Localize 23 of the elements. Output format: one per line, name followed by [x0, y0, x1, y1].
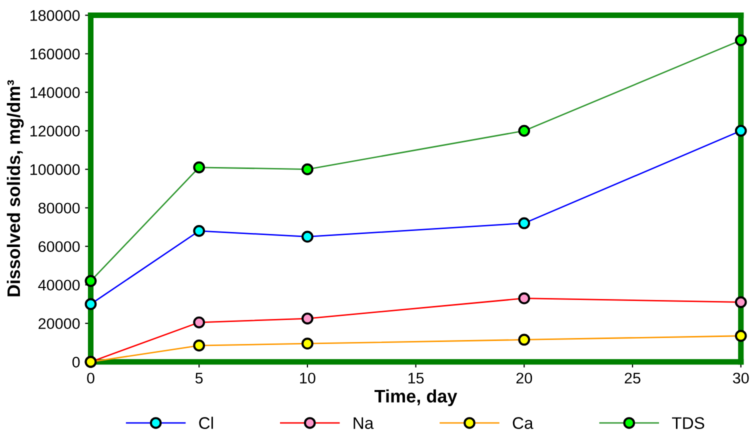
y-tick-label: 180000 — [30, 10, 80, 21]
x-tick-label: 15 — [408, 372, 424, 384]
x-tick-label: 10 — [300, 372, 316, 384]
x-tick-label: 0 — [87, 372, 94, 384]
legend-label: Cl — [199, 416, 213, 429]
y-tick-label: 20000 — [38, 318, 80, 330]
y-tick-label: 40000 — [38, 280, 80, 291]
y-tick-label: 80000 — [38, 202, 80, 214]
x-tick-label: 25 — [624, 372, 640, 384]
legend-label: Ca — [512, 417, 534, 429]
x-axis-title: Time, day — [374, 389, 458, 406]
y-tick-label: 100000 — [30, 164, 80, 175]
legend-label: TDS — [672, 417, 704, 429]
legend-label: Na — [354, 417, 374, 429]
y-tick-label: 120000 — [30, 126, 80, 136]
x-tick-label: 20 — [516, 372, 532, 384]
y-axis-title: Dissolved solids, mg/dm³ — [6, 80, 24, 296]
y-tick-label: 0 — [72, 356, 80, 368]
y-tick-label: 160000 — [30, 48, 80, 60]
x-tick-label: 5 — [195, 372, 203, 384]
x-tick-label: 30 — [732, 372, 749, 384]
y-tick-label: 60000 — [38, 241, 80, 252]
y-tick-label: 140000 — [30, 87, 80, 98]
